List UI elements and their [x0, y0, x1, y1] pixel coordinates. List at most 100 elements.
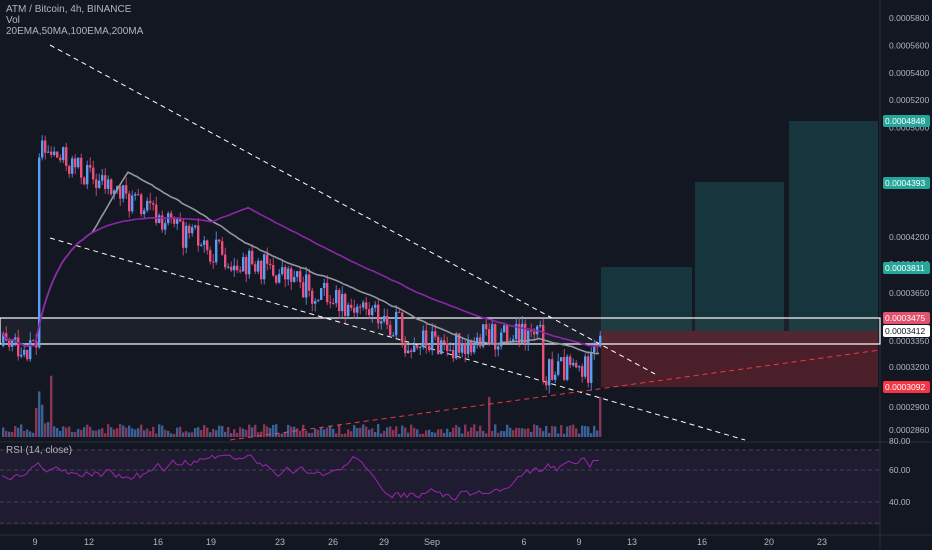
rsi-legend[interactable]: RSI (14, close) [6, 445, 73, 456]
candle-body [584, 356, 587, 377]
candle-body [224, 254, 227, 268]
candle-body [575, 362, 578, 368]
candle-body [185, 225, 188, 248]
candle-body [275, 275, 278, 283]
price-badge[interactable] [883, 177, 930, 189]
candle-body [107, 179, 110, 189]
target-zone-3[interactable] [789, 121, 878, 331]
target-zone-2[interactable] [695, 182, 784, 331]
volume-bar [473, 424, 476, 437]
volume-bar [386, 427, 389, 437]
volume-bar [269, 428, 272, 437]
volume-bar [554, 426, 557, 437]
ema-200-line[interactable] [1, 206, 600, 348]
volume-bar [77, 428, 80, 437]
price-badge[interactable] [883, 381, 930, 393]
candle-body [557, 361, 560, 375]
y-axis-tick-label: 0.0002860 [889, 425, 929, 435]
volume-bar [131, 428, 134, 437]
volume-bar [551, 425, 554, 437]
candle-body [5, 333, 8, 341]
candle-body [374, 304, 377, 308]
candle-body [482, 324, 485, 347]
price-badge[interactable] [883, 262, 930, 274]
support-zone-rectangle[interactable] [0, 317, 881, 345]
candle-body [179, 219, 182, 222]
volume-bar [275, 424, 278, 437]
candle-body [305, 274, 308, 298]
volume-bar [590, 433, 593, 437]
candle-body [227, 266, 230, 268]
candle-body [83, 177, 86, 185]
candle-body [161, 215, 164, 230]
candle-body [317, 299, 320, 301]
volume-bar [593, 425, 596, 437]
rsi-band-background [0, 450, 880, 525]
candle-body [191, 227, 194, 234]
target-zone-1[interactable] [601, 267, 692, 331]
volume-bar [509, 427, 512, 437]
candle-body [98, 180, 101, 188]
volume-bar [206, 427, 209, 437]
x-axis-tick-label: 16 [697, 537, 707, 547]
candle-body [71, 158, 74, 174]
volume-legend[interactable]: Vol [6, 15, 20, 26]
volume-bar [581, 425, 584, 437]
candle-body [53, 151, 56, 155]
y-axis-tick-label: 0.0005400 [889, 68, 929, 78]
volume-bar [83, 427, 86, 437]
price-badge-label: 0.0003092 [885, 382, 925, 392]
volume-bar [317, 429, 320, 437]
candle-body [512, 339, 515, 342]
y-axis-tick-label: 0.0005600 [889, 41, 929, 51]
stop-zone[interactable] [601, 331, 878, 387]
price-badge[interactable] [883, 325, 930, 337]
rsi-line[interactable] [1, 454, 599, 501]
volume-bar [134, 429, 137, 437]
volume-bar [236, 432, 239, 437]
volume-bar [266, 426, 269, 437]
volume-bar [104, 433, 107, 437]
volume-bar [449, 432, 452, 437]
candle-body [38, 157, 41, 348]
price-badge[interactable] [883, 312, 930, 324]
ma-50-line[interactable] [1, 171, 600, 355]
candle-body [416, 345, 419, 348]
symbol-legend[interactable]: ATM / Bitcoin, 4h, BINANCE [6, 4, 132, 15]
falling-wedge-upper-trendline[interactable] [49, 44, 656, 375]
candle-body [8, 340, 11, 347]
volume-bar [278, 433, 281, 437]
candle-body [278, 273, 281, 283]
volume-bar [80, 429, 83, 437]
volume-bar [116, 428, 119, 437]
candle-body [485, 324, 488, 330]
volume-bar [65, 427, 68, 437]
volume-bar [539, 427, 542, 437]
x-axis-tick-label: 16 [153, 537, 163, 547]
volume-bar [224, 431, 227, 437]
candle-body [458, 333, 461, 353]
falling-wedge-lower-trendline[interactable] [49, 237, 746, 441]
candle-body [299, 271, 302, 283]
candle-body [530, 330, 533, 332]
moving-averages-legend[interactable]: 20EMA,50MA,100EMA,200MA [6, 26, 144, 37]
volume-bar [17, 427, 20, 437]
volume-bar [341, 433, 344, 437]
x-axis-tick-label: 12 [84, 537, 94, 547]
candle-body [257, 260, 260, 272]
candle-body [143, 210, 146, 215]
volume-bar [239, 427, 242, 437]
candle-body [80, 157, 83, 178]
candle-body [245, 257, 248, 275]
volume-bar [89, 426, 92, 437]
price-badge[interactable] [883, 115, 930, 127]
volume-bar [302, 424, 305, 437]
volume-bar [404, 427, 407, 437]
candle-body [419, 347, 422, 349]
volume-bar [479, 425, 482, 437]
volume-bar [500, 430, 503, 437]
volume-bar [245, 429, 248, 437]
y-axis-tick-label: 0.0003350 [889, 336, 929, 346]
volume-bar [440, 429, 443, 437]
